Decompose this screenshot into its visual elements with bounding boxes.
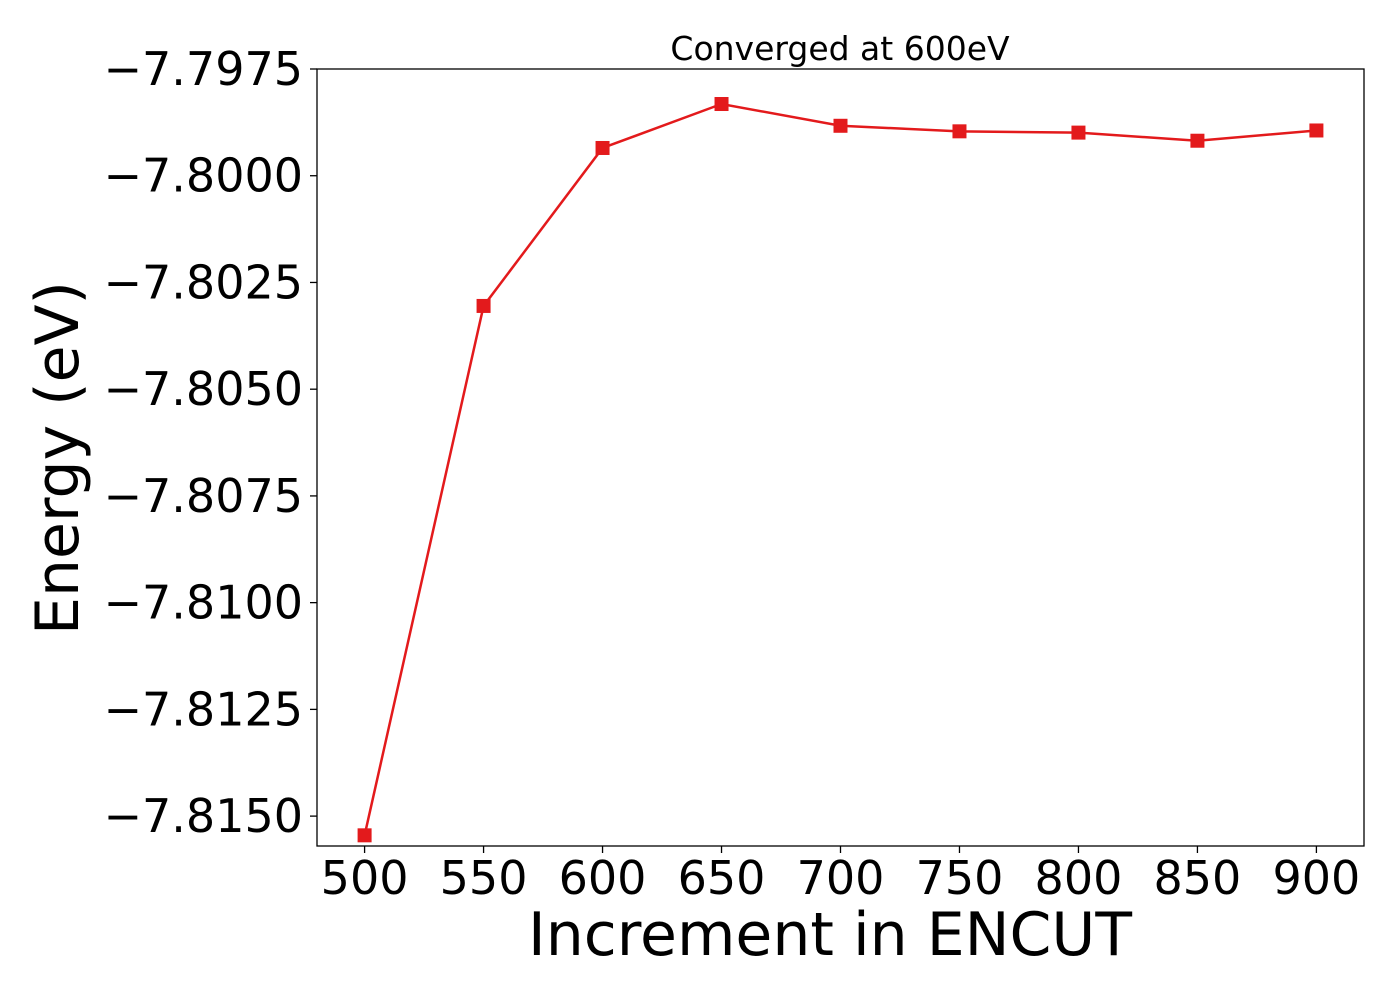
y-tick-label: −7.8050 (104, 362, 304, 416)
x-axis-ticks: 500 550 600 650 700 750 800 850 900 (321, 846, 1361, 905)
x-tick-label: 650 (678, 851, 766, 905)
data-point-marker (833, 118, 848, 133)
data-point-marker (476, 298, 491, 313)
series-layer (357, 97, 1324, 843)
data-point-marker (1190, 133, 1205, 148)
x-tick-label: 800 (1035, 851, 1123, 905)
y-axis-label: Energy (eV) (23, 281, 93, 635)
y-tick-label: −7.7975 (104, 42, 304, 96)
y-tick-label: −7.8100 (104, 576, 304, 630)
x-tick-label: 900 (1273, 851, 1361, 905)
y-tick-label: −7.8025 (104, 255, 304, 309)
y-axis-ticks: −7.8150 −7.8125 −7.8100 −7.8075 −7.8050 −7.80… (104, 42, 317, 843)
data-point-marker (952, 124, 967, 139)
data-point-marker (357, 828, 372, 843)
x-tick-label: 750 (916, 851, 1004, 905)
y-tick-label: −7.8075 (104, 469, 304, 523)
data-point-marker (1309, 123, 1324, 138)
y-tick-label: −7.8125 (104, 682, 304, 736)
x-tick-label: 500 (321, 851, 409, 905)
y-tick-label: −7.8150 (104, 789, 304, 843)
x-axis-label: Increment in ENCUT (528, 900, 1132, 970)
chart-title: Converged at 600eV (670, 29, 1010, 68)
series-line (363, 102, 1317, 836)
x-tick-label: 700 (797, 851, 885, 905)
plot-area-frame (316, 68, 1365, 847)
x-tick-label: 850 (1154, 851, 1242, 905)
data-point-marker (714, 97, 729, 112)
data-point-marker (595, 140, 610, 155)
x-tick-label: 600 (559, 851, 647, 905)
y-tick-label: −7.8000 (104, 149, 304, 203)
x-tick-label: 550 (440, 851, 528, 905)
data-point-marker (1071, 125, 1086, 140)
